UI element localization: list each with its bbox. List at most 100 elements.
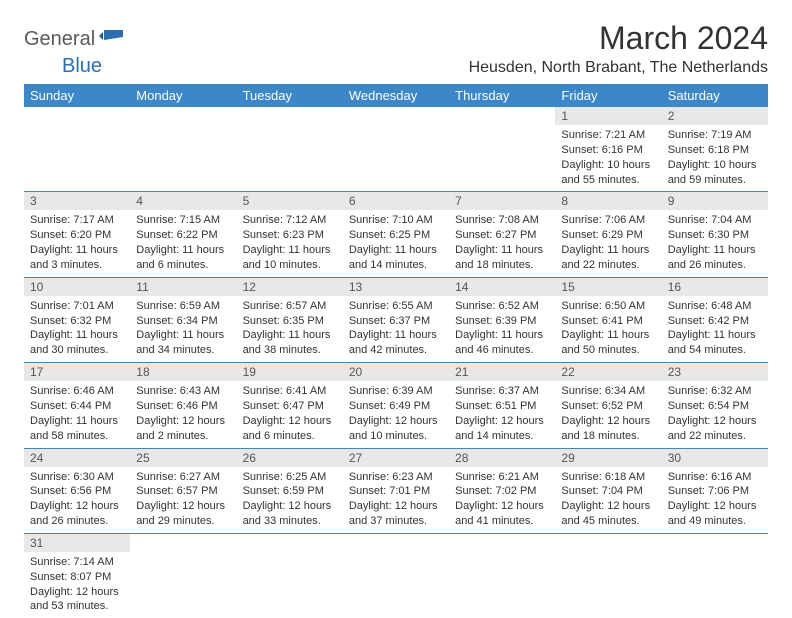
calendar-cell: 22Sunrise: 6:34 AMSunset: 6:52 PMDayligh…	[555, 363, 661, 448]
day-info: Sunrise: 7:14 AMSunset: 8:07 PMDaylight:…	[24, 552, 130, 618]
day-info: Sunrise: 7:08 AMSunset: 6:27 PMDaylight:…	[449, 210, 555, 276]
sunrise-text: Sunrise: 6:48 AM	[668, 299, 762, 314]
daylight-text: Daylight: 12 hours and 18 minutes.	[561, 414, 655, 444]
title-block: March 2024 Heusden, North Brabant, The N…	[469, 20, 768, 77]
sunset-text: Sunset: 6:52 PM	[561, 399, 655, 414]
sunrise-text: Sunrise: 7:04 AM	[668, 213, 762, 228]
daylight-text: Daylight: 11 hours and 22 minutes.	[561, 243, 655, 273]
day-number: 1	[555, 107, 661, 125]
day-number: 7	[449, 192, 555, 210]
sunset-text: Sunset: 6:25 PM	[349, 228, 443, 243]
calendar-row: 24Sunrise: 6:30 AMSunset: 6:56 PMDayligh…	[24, 448, 768, 533]
col-tuesday: Tuesday	[237, 84, 343, 107]
sunrise-text: Sunrise: 6:39 AM	[349, 384, 443, 399]
calendar-cell: 23Sunrise: 6:32 AMSunset: 6:54 PMDayligh…	[662, 363, 768, 448]
sunset-text: Sunset: 6:42 PM	[668, 314, 762, 329]
day-info: Sunrise: 6:41 AMSunset: 6:47 PMDaylight:…	[237, 381, 343, 447]
day-number: 8	[555, 192, 661, 210]
calendar-cell: 24Sunrise: 6:30 AMSunset: 6:56 PMDayligh…	[24, 448, 130, 533]
sunset-text: Sunset: 6:59 PM	[243, 484, 337, 499]
calendar-cell	[343, 107, 449, 192]
calendar-cell: 4Sunrise: 7:15 AMSunset: 6:22 PMDaylight…	[130, 192, 236, 277]
calendar-cell	[237, 107, 343, 192]
sunset-text: Sunset: 6:34 PM	[136, 314, 230, 329]
location: Heusden, North Brabant, The Netherlands	[469, 59, 768, 77]
calendar-cell	[662, 533, 768, 618]
daylight-text: Daylight: 11 hours and 6 minutes.	[136, 243, 230, 273]
calendar-cell	[555, 533, 661, 618]
col-monday: Monday	[130, 84, 236, 107]
day-info: Sunrise: 7:10 AMSunset: 6:25 PMDaylight:…	[343, 210, 449, 276]
sunrise-text: Sunrise: 6:52 AM	[455, 299, 549, 314]
daylight-text: Daylight: 11 hours and 38 minutes.	[243, 328, 337, 358]
sunset-text: Sunset: 6:44 PM	[30, 399, 124, 414]
daylight-text: Daylight: 12 hours and 37 minutes.	[349, 499, 443, 529]
sunrise-text: Sunrise: 7:10 AM	[349, 213, 443, 228]
day-info: Sunrise: 6:16 AMSunset: 7:06 PMDaylight:…	[662, 467, 768, 533]
calendar-cell	[449, 107, 555, 192]
logo-text-blue: Blue	[62, 55, 102, 77]
daylight-text: Daylight: 11 hours and 54 minutes.	[668, 328, 762, 358]
sunset-text: Sunset: 6:54 PM	[668, 399, 762, 414]
logo: General	[24, 28, 127, 51]
sunrise-text: Sunrise: 6:50 AM	[561, 299, 655, 314]
day-info: Sunrise: 6:50 AMSunset: 6:41 PMDaylight:…	[555, 296, 661, 362]
calendar-cell: 3Sunrise: 7:17 AMSunset: 6:20 PMDaylight…	[24, 192, 130, 277]
day-info: Sunrise: 6:32 AMSunset: 6:54 PMDaylight:…	[662, 381, 768, 447]
day-number: 28	[449, 449, 555, 467]
calendar-cell: 6Sunrise: 7:10 AMSunset: 6:25 PMDaylight…	[343, 192, 449, 277]
calendar-cell: 28Sunrise: 6:21 AMSunset: 7:02 PMDayligh…	[449, 448, 555, 533]
calendar-cell: 13Sunrise: 6:55 AMSunset: 6:37 PMDayligh…	[343, 277, 449, 362]
sunrise-text: Sunrise: 7:19 AM	[668, 128, 762, 143]
sunset-text: Sunset: 7:06 PM	[668, 484, 762, 499]
sunrise-text: Sunrise: 6:21 AM	[455, 470, 549, 485]
sunset-text: Sunset: 8:07 PM	[30, 570, 124, 585]
day-info: Sunrise: 6:34 AMSunset: 6:52 PMDaylight:…	[555, 381, 661, 447]
daylight-text: Daylight: 12 hours and 2 minutes.	[136, 414, 230, 444]
sunset-text: Sunset: 7:01 PM	[349, 484, 443, 499]
calendar-cell: 10Sunrise: 7:01 AMSunset: 6:32 PMDayligh…	[24, 277, 130, 362]
calendar-cell: 14Sunrise: 6:52 AMSunset: 6:39 PMDayligh…	[449, 277, 555, 362]
sunset-text: Sunset: 6:51 PM	[455, 399, 549, 414]
calendar-cell	[130, 533, 236, 618]
day-number: 16	[662, 278, 768, 296]
calendar-cell	[449, 533, 555, 618]
calendar-cell: 8Sunrise: 7:06 AMSunset: 6:29 PMDaylight…	[555, 192, 661, 277]
day-info: Sunrise: 7:12 AMSunset: 6:23 PMDaylight:…	[237, 210, 343, 276]
sunrise-text: Sunrise: 7:21 AM	[561, 128, 655, 143]
sunset-text: Sunset: 6:18 PM	[668, 143, 762, 158]
daylight-text: Daylight: 11 hours and 50 minutes.	[561, 328, 655, 358]
sunrise-text: Sunrise: 6:59 AM	[136, 299, 230, 314]
day-number: 25	[130, 449, 236, 467]
day-info: Sunrise: 6:59 AMSunset: 6:34 PMDaylight:…	[130, 296, 236, 362]
sunset-text: Sunset: 6:32 PM	[30, 314, 124, 329]
day-number: 10	[24, 278, 130, 296]
daylight-text: Daylight: 11 hours and 10 minutes.	[243, 243, 337, 273]
daylight-text: Daylight: 12 hours and 14 minutes.	[455, 414, 549, 444]
day-info: Sunrise: 7:21 AMSunset: 6:16 PMDaylight:…	[555, 125, 661, 191]
sunrise-text: Sunrise: 7:17 AM	[30, 213, 124, 228]
day-info: Sunrise: 7:19 AMSunset: 6:18 PMDaylight:…	[662, 125, 768, 191]
day-info: Sunrise: 6:46 AMSunset: 6:44 PMDaylight:…	[24, 381, 130, 447]
sunset-text: Sunset: 6:20 PM	[30, 228, 124, 243]
daylight-text: Daylight: 11 hours and 3 minutes.	[30, 243, 124, 273]
calendar-cell: 26Sunrise: 6:25 AMSunset: 6:59 PMDayligh…	[237, 448, 343, 533]
sunrise-text: Sunrise: 6:23 AM	[349, 470, 443, 485]
daylight-text: Daylight: 12 hours and 6 minutes.	[243, 414, 337, 444]
daylight-text: Daylight: 12 hours and 49 minutes.	[668, 499, 762, 529]
col-sunday: Sunday	[24, 84, 130, 107]
sunset-text: Sunset: 6:37 PM	[349, 314, 443, 329]
daylight-text: Daylight: 12 hours and 45 minutes.	[561, 499, 655, 529]
sunset-text: Sunset: 6:29 PM	[561, 228, 655, 243]
day-number: 18	[130, 363, 236, 381]
day-info: Sunrise: 6:52 AMSunset: 6:39 PMDaylight:…	[449, 296, 555, 362]
sunrise-text: Sunrise: 6:37 AM	[455, 384, 549, 399]
sunset-text: Sunset: 6:47 PM	[243, 399, 337, 414]
calendar-cell: 12Sunrise: 6:57 AMSunset: 6:35 PMDayligh…	[237, 277, 343, 362]
calendar-cell: 30Sunrise: 6:16 AMSunset: 7:06 PMDayligh…	[662, 448, 768, 533]
sunrise-text: Sunrise: 6:41 AM	[243, 384, 337, 399]
calendar-cell	[24, 107, 130, 192]
day-number: 21	[449, 363, 555, 381]
col-saturday: Saturday	[662, 84, 768, 107]
day-number: 29	[555, 449, 661, 467]
